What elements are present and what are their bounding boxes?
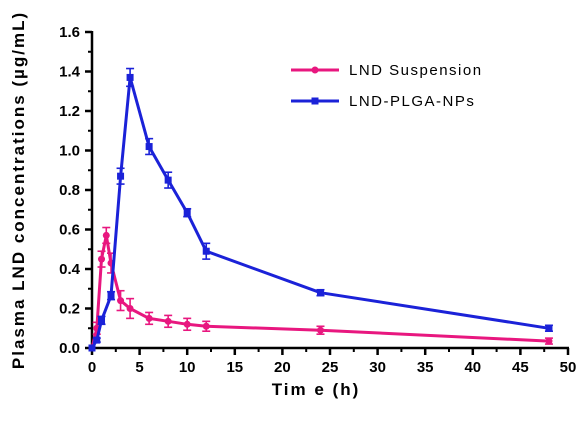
data-point bbox=[145, 143, 153, 151]
data-point bbox=[126, 73, 134, 81]
series-lnd-plga-nps bbox=[88, 67, 553, 352]
y-tick-label: 1.2 bbox=[59, 103, 80, 120]
data-point bbox=[107, 292, 115, 300]
x-tick-label: 20 bbox=[274, 359, 291, 376]
axes bbox=[90, 31, 569, 350]
x-ticks: 0 5 10 15 20 25 30 35 40 45 50 bbox=[88, 348, 577, 376]
y-axis-title: Plasma LND concentrations (µg/mL) bbox=[9, 11, 28, 369]
y-tick-label: 0.8 bbox=[59, 182, 80, 199]
y-tick-label: 1.0 bbox=[59, 143, 80, 160]
series-lnd-suspension bbox=[88, 226, 553, 352]
data-point bbox=[202, 247, 210, 255]
y-tick-label: 1.6 bbox=[59, 24, 80, 41]
legend: LND Suspension LND-PLGA-NPs bbox=[291, 62, 483, 110]
x-tick-label: 40 bbox=[464, 359, 481, 376]
y-tick-label: 0.2 bbox=[59, 301, 80, 318]
data-point bbox=[126, 305, 134, 312]
y-tick-label: 1.4 bbox=[59, 64, 81, 81]
data-point bbox=[117, 297, 125, 305]
data-point bbox=[88, 344, 96, 352]
legend-marker-circle bbox=[311, 66, 319, 74]
data-point bbox=[98, 255, 106, 263]
data-point bbox=[316, 326, 324, 334]
x-tick-label: 15 bbox=[226, 359, 243, 376]
y-tick-label: 0.6 bbox=[59, 222, 80, 239]
series-line bbox=[90, 75, 550, 349]
data-point bbox=[145, 314, 153, 322]
data-point bbox=[316, 289, 324, 297]
legend-item-suspension: LND Suspension bbox=[291, 62, 483, 79]
y-tick-label: 0.4 bbox=[59, 261, 81, 278]
series-layer bbox=[88, 67, 553, 352]
data-point bbox=[545, 337, 553, 345]
x-tick-label: 10 bbox=[179, 359, 196, 376]
data-point bbox=[117, 172, 125, 180]
data-point bbox=[202, 322, 210, 330]
x-tick-label: 35 bbox=[417, 359, 434, 376]
data-point bbox=[164, 176, 172, 184]
x-tick-label: 5 bbox=[135, 359, 143, 376]
legend-item-nps: LND-PLGA-NPs bbox=[291, 93, 475, 110]
x-tick-label: 45 bbox=[512, 359, 529, 376]
y-tick-label: 0.0 bbox=[59, 340, 80, 357]
data-point bbox=[164, 317, 172, 325]
y-ticks: 0.0 0.2 0.4 0.6 0.8 1.0 1.2 1.4 1.6 bbox=[59, 24, 92, 357]
data-point bbox=[545, 324, 553, 332]
data-point bbox=[93, 336, 101, 344]
x-tick-label: 50 bbox=[560, 359, 577, 376]
data-point bbox=[183, 209, 191, 217]
x-tick-label: 30 bbox=[369, 359, 386, 376]
x-tick-label: 25 bbox=[322, 359, 339, 376]
x-tick-label: 0 bbox=[88, 359, 96, 376]
legend-marker-square bbox=[311, 97, 319, 105]
data-point bbox=[98, 316, 106, 324]
data-point bbox=[183, 320, 191, 328]
legend-label-nps: LND-PLGA-NPs bbox=[349, 93, 475, 110]
legend-label-suspension: LND Suspension bbox=[349, 62, 483, 79]
data-point bbox=[102, 231, 110, 239]
x-axis-title: Tim e (h) bbox=[272, 380, 361, 399]
